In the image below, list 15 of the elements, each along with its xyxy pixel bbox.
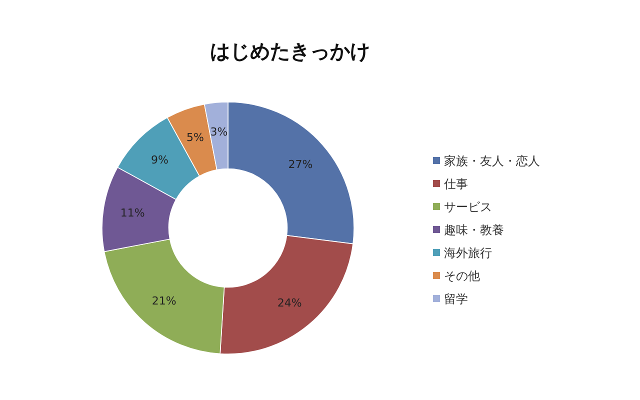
chart-title: はじめたきっかけ — [210, 39, 370, 63]
legend-label: 留学 — [444, 292, 468, 306]
legend-label: サービス — [444, 200, 492, 214]
legend-label: 趣味・教養 — [444, 223, 504, 238]
data-label: 27% — [288, 158, 313, 171]
data-label: 9% — [150, 154, 168, 167]
legend-label: 仕事 — [443, 177, 468, 192]
data-label: 24% — [277, 296, 302, 310]
legend-label: 家族・友人・恋人 — [444, 154, 540, 168]
data-label: 21% — [152, 294, 176, 308]
data-label: 3% — [210, 126, 228, 139]
legend-label: 海外旅行 — [444, 246, 492, 260]
data-label: 5% — [186, 130, 204, 144]
legend-label: その他 — [444, 269, 480, 284]
data-label: 11% — [120, 206, 145, 220]
